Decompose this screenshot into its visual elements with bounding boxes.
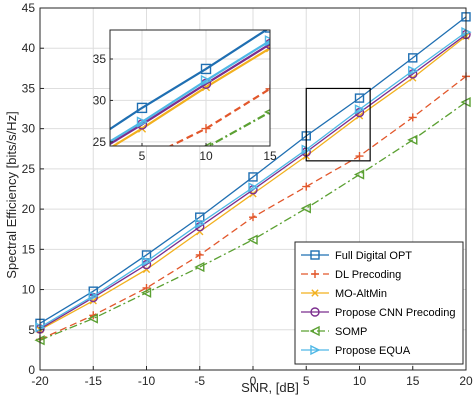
legend-marker-full-digital-opt	[310, 250, 320, 260]
data-point-full-digital-opt	[88, 286, 98, 296]
inset-series-dl-precoding	[168, 84, 270, 146]
inset-series-line-full-digital-opt	[110, 30, 269, 131]
legend: Full Digital OPT DL Precoding MO-AltMin Pro…	[294, 241, 464, 365]
data-point-somp	[353, 169, 365, 180]
data-point-propose-equa	[248, 182, 259, 193]
legend-marker-propose-equa	[310, 344, 321, 356]
inset-series-line-dl-precoding	[168, 87, 270, 146]
data-point-somp	[300, 203, 311, 214]
data-point-dl-precoding	[408, 113, 417, 122]
y-tick-label: 5	[28, 323, 35, 337]
data-point-propose-equa	[354, 104, 366, 115]
y-tick-label: 10	[22, 283, 36, 297]
data-point-somp	[247, 234, 258, 245]
legend-entry-dl-precoding: DL Precoding	[301, 269, 401, 281]
x-tick-label: 10	[353, 374, 367, 388]
inset-zoom-plot: 5 10 15 25 30 35	[93, 29, 277, 163]
data-point-dl-precoding	[195, 250, 204, 259]
inset-series-line-somp	[206, 110, 270, 146]
y-tick-label: 40	[22, 41, 36, 55]
inset-x-tick-label: 15	[263, 149, 277, 163]
legend-entry-somp: SOMP	[301, 325, 367, 338]
inset-data-point-dl-precoding	[201, 124, 211, 134]
inset-data-point-full-digital-opt	[200, 63, 212, 75]
legend-entry-full-digital-opt: Full Digital OPT	[301, 250, 412, 262]
x-axis-label: SNR, [dB]	[241, 380, 299, 395]
inset-series-propose-equa	[110, 35, 270, 143]
inset-data-point-full-digital-opt	[136, 102, 148, 114]
inset-x-tick-label: 5	[139, 149, 146, 163]
inset-data-point-propose-equa	[264, 35, 270, 47]
legend-marker-dl-precoding	[311, 270, 319, 278]
inset-data-point-propose-equa	[136, 116, 149, 128]
inset-series-full-digital-opt	[110, 30, 270, 131]
x-tick-label: 0	[250, 374, 257, 388]
data-point-propose-equa	[195, 218, 206, 229]
inset-y-tick-label: 30	[93, 93, 107, 107]
legend-entry-propose-equa: Propose EQUA	[301, 344, 411, 357]
legend-marker-somp	[309, 325, 320, 337]
data-point-somp	[407, 134, 418, 146]
y-tick-label: 30	[22, 122, 36, 136]
y-axis-label: Spectral Efficiency [bits/s/Hz]	[4, 111, 19, 278]
data-point-dl-precoding	[302, 182, 311, 191]
series-line-full-digital-opt	[39, 16, 467, 324]
series-line-somp	[39, 101, 467, 341]
legend-marker-propose-cnn-precoding	[310, 307, 320, 317]
zoom-region-box	[305, 87, 371, 162]
legend-entry-mo-altmin: MO-AltMin	[301, 288, 387, 300]
legend-box	[294, 241, 464, 365]
y-tick-label: 0	[28, 363, 35, 377]
x-tick-label: 20	[459, 374, 473, 388]
inset-data-point-propose-equa	[200, 74, 213, 87]
inset-data-point-dl-precoding	[265, 84, 270, 94]
data-point-propose-equa	[408, 65, 419, 76]
data-point-full-digital-opt	[408, 53, 418, 63]
data-point-somp	[140, 287, 152, 298]
legend-marker-mo-altmin	[311, 289, 319, 297]
legend-entry-propose-cnn-precoding: Propose CNN Precoding	[301, 307, 455, 319]
x-tick-label: -5	[194, 374, 205, 388]
x-tick-label: -20	[31, 374, 49, 388]
inset-frame	[109, 29, 271, 147]
y-tick-label: 15	[22, 242, 36, 256]
inset-x-tick-label: 10	[199, 149, 213, 163]
y-tick-label: 20	[22, 202, 36, 216]
legend-label-somp: SOMP	[335, 326, 367, 338]
data-point-full-digital-opt	[354, 93, 365, 103]
x-tick-label: 5	[303, 374, 310, 388]
data-point-somp	[194, 261, 205, 273]
data-point-propose-equa	[88, 290, 99, 302]
y-tick-label: 45	[22, 1, 36, 15]
x-tick-label: 15	[406, 374, 420, 388]
inset-series-line-propose-cnn-precoding	[110, 42, 270, 146]
legend-label-dl-precoding: DL Precoding	[335, 269, 401, 281]
data-point-mo-altmin	[196, 227, 204, 236]
data-point-mo-altmin	[142, 265, 151, 274]
y-tick-label: 35	[22, 81, 36, 95]
data-point-propose-equa	[141, 256, 153, 267]
inset-y-tick-label: 25	[93, 135, 107, 149]
y-tick-label: 25	[22, 162, 36, 176]
data-point-dl-precoding	[355, 152, 364, 161]
legend-label-mo-altmin: MO-AltMin	[335, 288, 387, 300]
series-line-propose-equa	[39, 31, 467, 328]
data-point-somp	[87, 313, 98, 324]
legend-label-propose-cnn-precoding: Propose CNN Precoding	[335, 307, 455, 319]
series-somp	[34, 96, 471, 346]
inset-y-tick-label: 35	[93, 52, 107, 66]
legend-label-full-digital-opt: Full Digital OPT	[335, 250, 412, 262]
data-point-dl-precoding	[249, 213, 257, 222]
inset-series-line-propose-equa	[110, 39, 270, 143]
inset-series-line-mo-altmin	[111, 46, 270, 146]
inset-series	[110, 30, 270, 146]
x-tick-label: -10	[138, 374, 156, 388]
legend-label-propose-equa: Propose EQUA	[335, 345, 411, 357]
x-tick-label: -15	[85, 374, 103, 388]
data-point-full-digital-opt	[248, 172, 258, 182]
